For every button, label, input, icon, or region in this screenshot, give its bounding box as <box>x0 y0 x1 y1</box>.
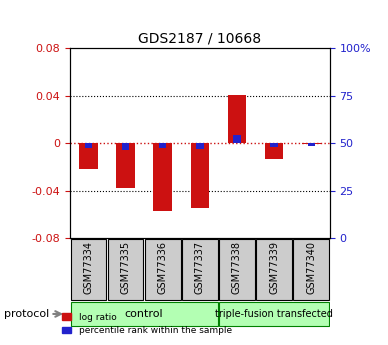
FancyBboxPatch shape <box>71 239 106 299</box>
Text: GSM77336: GSM77336 <box>158 241 168 294</box>
Text: triple-fusion transfected: triple-fusion transfected <box>215 309 333 319</box>
Title: GDS2187 / 10668: GDS2187 / 10668 <box>138 32 262 46</box>
Bar <box>191 143 209 208</box>
Bar <box>122 143 129 150</box>
Bar <box>233 135 241 143</box>
Text: GSM77338: GSM77338 <box>232 241 242 294</box>
Text: control: control <box>125 309 163 319</box>
FancyBboxPatch shape <box>219 302 329 326</box>
Bar <box>265 143 283 159</box>
FancyBboxPatch shape <box>108 239 144 299</box>
Bar <box>116 143 135 188</box>
FancyBboxPatch shape <box>182 239 218 299</box>
Bar <box>153 143 172 211</box>
FancyBboxPatch shape <box>256 239 292 299</box>
Text: GSM77334: GSM77334 <box>83 241 94 294</box>
Bar <box>159 143 166 148</box>
FancyBboxPatch shape <box>145 239 180 299</box>
Legend: log ratio, percentile rank within the sample: log ratio, percentile rank within the sa… <box>59 309 236 339</box>
FancyBboxPatch shape <box>293 239 329 299</box>
FancyBboxPatch shape <box>71 302 218 326</box>
Bar <box>196 143 204 149</box>
Text: GSM77337: GSM77337 <box>195 241 205 294</box>
Text: GSM77339: GSM77339 <box>269 241 279 294</box>
Text: GSM77335: GSM77335 <box>121 241 130 294</box>
Bar <box>228 95 246 143</box>
Bar <box>302 143 320 144</box>
Bar <box>79 143 98 169</box>
Text: protocol: protocol <box>4 309 49 319</box>
Bar <box>270 143 278 147</box>
Bar <box>308 143 315 146</box>
Text: GSM77340: GSM77340 <box>306 241 316 294</box>
Bar <box>85 143 92 148</box>
FancyBboxPatch shape <box>219 239 255 299</box>
